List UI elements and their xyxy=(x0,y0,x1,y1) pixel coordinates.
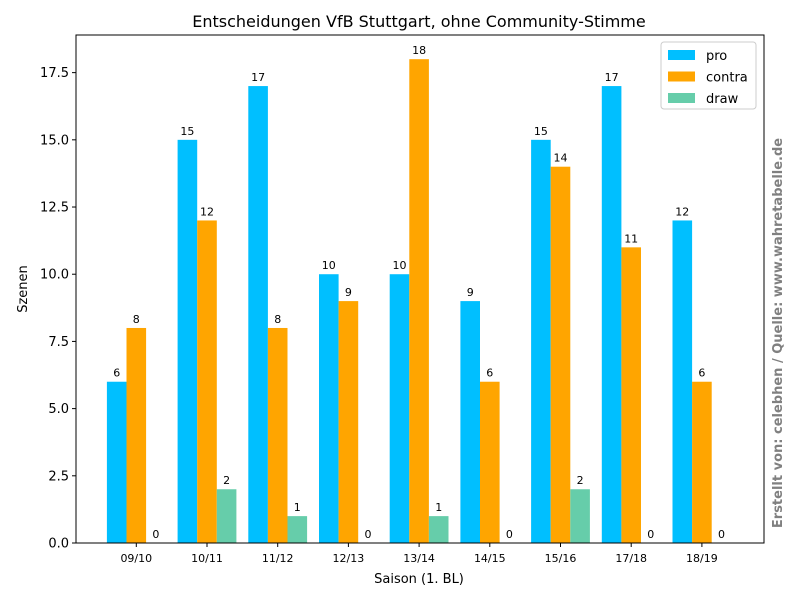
bar-pro-3 xyxy=(319,274,339,543)
y-tick-label: 7.5 xyxy=(48,335,69,350)
x-tick-label: 11/12 xyxy=(262,552,294,565)
data-label-draw-1: 2 xyxy=(223,474,230,487)
data-label-contra-2: 8 xyxy=(274,313,281,326)
bar-contra-6 xyxy=(550,166,571,543)
bar-contra-4 xyxy=(409,59,429,543)
data-label-draw-2: 1 xyxy=(294,501,301,514)
chart-title: Entscheidungen VfB Stuttgart, ohne Commu… xyxy=(192,12,645,31)
data-label-pro-7: 17 xyxy=(605,71,619,84)
data-label-draw-5: 0 xyxy=(506,528,513,541)
x-tick-label: 10/11 xyxy=(191,552,223,565)
legend-label-contra: contra xyxy=(706,71,748,86)
data-label-draw-4: 1 xyxy=(435,501,442,514)
data-label-pro-1: 15 xyxy=(180,125,194,138)
data-label-draw-0: 0 xyxy=(152,528,159,541)
data-label-contra-1: 12 xyxy=(200,205,214,218)
x-tick-label: 17/18 xyxy=(615,552,647,565)
bar-draw-2 xyxy=(287,516,308,543)
bar-pro-2 xyxy=(248,86,268,543)
data-label-contra-8: 6 xyxy=(698,367,705,380)
legend-swatch-pro xyxy=(668,50,695,60)
data-label-pro-0: 6 xyxy=(113,367,120,380)
bar-contra-5 xyxy=(480,381,500,543)
data-label-contra-0: 8 xyxy=(133,313,140,326)
axes-frame xyxy=(75,34,765,544)
y-tick-label: 0.0 xyxy=(48,537,69,552)
bar-contra-1 xyxy=(197,220,217,543)
x-tick-label: 18/19 xyxy=(686,552,718,565)
bar-pro-0 xyxy=(106,381,127,543)
data-label-pro-6: 15 xyxy=(534,125,548,138)
bar-draw-6 xyxy=(570,489,590,543)
bar-draw-4 xyxy=(428,516,449,543)
bar-contra-2 xyxy=(267,327,288,543)
bar-contra-7 xyxy=(621,247,641,543)
data-label-draw-3: 0 xyxy=(365,528,372,541)
data-label-draw-6: 2 xyxy=(577,474,584,487)
bar-contra-3 xyxy=(338,301,359,543)
bar-pro-6 xyxy=(531,139,551,544)
y-tick-label: 10.0 xyxy=(40,268,69,283)
y-tick-label: 12.5 xyxy=(40,201,69,216)
x-tick-label: 14/15 xyxy=(474,552,506,565)
bar-pro-8 xyxy=(672,220,693,543)
x-tick-label: 15/16 xyxy=(545,552,577,565)
data-label-pro-8: 12 xyxy=(675,205,689,218)
bar-contra-0 xyxy=(126,327,147,543)
data-label-contra-4: 18 xyxy=(412,44,426,57)
data-label-pro-3: 10 xyxy=(322,259,336,272)
legend-label-pro: pro xyxy=(706,49,727,64)
x-tick-label: 09/10 xyxy=(120,552,152,565)
y-tick-label: 5.0 xyxy=(48,402,69,417)
data-label-pro-5: 9 xyxy=(467,286,474,299)
bar-pro-4 xyxy=(389,274,410,543)
data-label-contra-7: 11 xyxy=(624,232,638,245)
legend-label-draw: draw xyxy=(706,92,739,107)
source-annotation: Erstellt von: celebhen / Quelle: www.wah… xyxy=(771,138,786,528)
bar-pro-1 xyxy=(177,139,198,544)
y-axis-label: Szenen xyxy=(16,265,31,313)
data-label-contra-3: 9 xyxy=(345,286,352,299)
y-tick-label: 2.5 xyxy=(48,469,69,484)
data-label-contra-5: 6 xyxy=(486,367,493,380)
x-axis-label: Saison (1. BL) xyxy=(374,572,464,587)
data-label-draw-7: 0 xyxy=(647,528,654,541)
y-tick-label: 15.0 xyxy=(40,133,69,148)
data-label-draw-8: 0 xyxy=(718,528,725,541)
data-label-pro-4: 10 xyxy=(393,259,407,272)
legend-swatch-contra xyxy=(668,71,695,82)
data-label-contra-6: 14 xyxy=(554,152,568,165)
bar-draw-1 xyxy=(216,489,237,543)
bar-pro-7 xyxy=(601,86,622,543)
legend-swatch-draw xyxy=(668,93,695,103)
x-tick-label: 13/14 xyxy=(403,552,435,565)
x-tick-label: 12/13 xyxy=(333,552,365,565)
y-tick-label: 17.5 xyxy=(40,66,69,81)
data-label-pro-2: 17 xyxy=(251,71,265,84)
bar-contra-8 xyxy=(692,381,712,543)
bar-pro-5 xyxy=(460,301,480,543)
